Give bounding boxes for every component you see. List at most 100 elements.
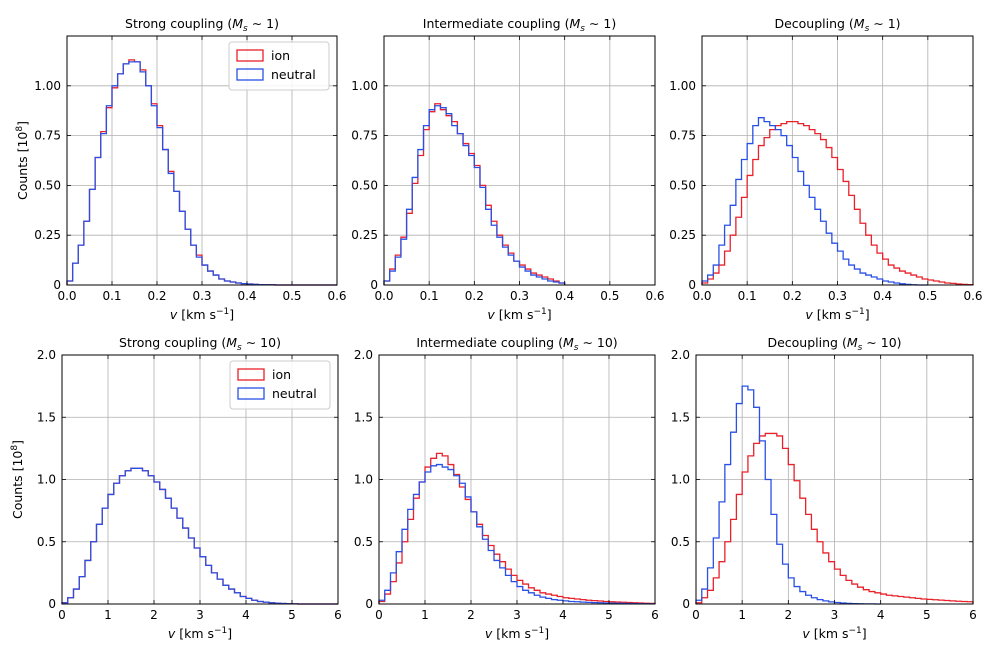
x-tick-label: 4 (559, 608, 567, 622)
y-tick-label: 1.5 (37, 410, 56, 424)
x-tick-label: 0.6 (327, 289, 346, 303)
panel-6: 0 1 2 3 4 5 6 0 0.5 1.0 1.5 2.0 Decoupling (Ms ∼ 10)… (671, 335, 977, 641)
x-tick-label: 1 (738, 608, 746, 622)
y-tick-label: 0.5 (354, 535, 373, 549)
y-tick-label: 0 (53, 278, 61, 292)
legend-box (229, 360, 331, 410)
x-tick-label: 0.0 (692, 289, 711, 303)
y-tick-label: 0.50 (669, 178, 696, 192)
y-tick-label: 2.0 (354, 348, 373, 362)
x-tick-label: 0.2 (147, 289, 166, 303)
x-tick-label: 2 (467, 608, 475, 622)
x-tick-label: 0.5 (600, 289, 619, 303)
legend-swatch-ion (236, 49, 264, 62)
histogram-neutral (383, 105, 566, 285)
x-tick-label: 0.0 (57, 289, 76, 303)
histogram-ion (695, 432, 974, 604)
y-tick-label: 0 (365, 597, 373, 611)
x-tick-label: 0 (375, 608, 383, 622)
histogram-ion (701, 121, 974, 286)
x-tick-label: 6 (969, 608, 977, 622)
x-axis-label: v [km s−1] (805, 307, 869, 322)
x-tick-label: 0.6 (963, 289, 982, 303)
x-tick-label: 6 (651, 608, 659, 622)
x-tick-label: 0.3 (192, 289, 211, 303)
x-tick-label: 0.5 (918, 289, 937, 303)
x-tick-label: 0.2 (783, 289, 802, 303)
panel-5: 0 1 2 3 4 5 6 0 0.5 1.0 1.5 2.0 Intermediate couplin… (354, 335, 659, 641)
histogram-neutral (61, 467, 338, 605)
x-tick-label: 0.0 (374, 289, 393, 303)
y-tick-label: 0 (370, 278, 378, 292)
y-tick-label: 1.00 (351, 79, 378, 93)
x-tick-label: 3 (831, 608, 839, 622)
histogram-neutral (701, 117, 928, 286)
y-axis-label: Counts [108] (15, 121, 30, 200)
y-tick-label: 0.25 (351, 228, 378, 242)
y-tick-label: 0 (688, 278, 696, 292)
panel-4: 0 1 2 3 4 5 6 0 0.5 1.0 1.5 2.0 Strong coupling (Ms … (10, 335, 342, 641)
x-tick-label: 0.5 (282, 289, 301, 303)
legend-swatch-neutral (237, 387, 265, 400)
panel-title: Intermediate coupling (Ms ∼ 1) (423, 16, 616, 34)
panel-title: Strong coupling (Ms ∼ 1) (125, 16, 279, 34)
y-axis-label: Counts [108] (10, 440, 25, 519)
x-tick-label: 0.2 (465, 289, 484, 303)
legend-swatch-ion (237, 368, 265, 381)
panel-1: 0.0 0.1 0.2 0.3 0.4 0.5 0.6 0 0.25 0.50 0.75 1.00 St… (15, 16, 347, 322)
y-tick-label: 0.75 (669, 129, 696, 143)
x-tick-label: 0.3 (510, 289, 529, 303)
legend: ion neutral (229, 360, 331, 410)
y-tick-label: 1.00 (34, 79, 61, 93)
x-tick-label: 3 (513, 608, 521, 622)
y-tick-label: 0 (48, 597, 56, 611)
y-tick-label: 0.25 (34, 228, 61, 242)
y-tick-label: 0.75 (351, 129, 378, 143)
panel-title: Decoupling (Ms ∼ 1) (774, 16, 900, 34)
y-tick-label: 1.0 (354, 473, 373, 487)
y-tick-label: 0.5 (37, 535, 56, 549)
panel-title: Intermediate coupling (Ms ∼ 10) (416, 335, 617, 353)
x-tick-label: 2 (150, 608, 158, 622)
panel-3: 0.0 0.1 0.2 0.3 0.4 0.5 0.6 0 0.25 0.50 0.75 1.00 De… (669, 16, 982, 322)
y-tick-label: 0.25 (669, 228, 696, 242)
legend-label-neutral: neutral (272, 386, 317, 401)
x-tick-label: 0.4 (555, 289, 574, 303)
x-tick-label: 0.3 (828, 289, 847, 303)
y-tick-label: 0.50 (351, 178, 378, 192)
y-tick-label: 1.0 (671, 473, 690, 487)
x-tick-label: 0.6 (645, 289, 664, 303)
x-tick-label: 0.4 (237, 289, 256, 303)
x-tick-label: 5 (923, 608, 931, 622)
x-axis-label: v [km s−1] (485, 626, 549, 641)
y-tick-label: 2.0 (37, 348, 56, 362)
x-tick-label: 4 (242, 608, 250, 622)
x-tick-label: 0.1 (738, 289, 757, 303)
y-tick-label: 0.5 (671, 535, 690, 549)
panel-title: Decoupling (Ms ∼ 10) (767, 335, 901, 353)
y-tick-label: 1.00 (669, 79, 696, 93)
legend-label-ion: ion (272, 367, 291, 382)
x-tick-label: 5 (288, 608, 296, 622)
panel-title: Strong coupling (Ms ∼ 10) (119, 335, 281, 353)
y-tick-label: 1.0 (37, 473, 56, 487)
legend-label-neutral: neutral (271, 67, 316, 82)
y-tick-label: 2.0 (671, 348, 690, 362)
x-tick-label: 2 (785, 608, 793, 622)
y-tick-label: 1.5 (354, 410, 373, 424)
x-tick-label: 0.4 (873, 289, 892, 303)
x-tick-label: 5 (605, 608, 613, 622)
legend: ion neutral (228, 41, 330, 91)
y-tick-label: 0.50 (34, 178, 61, 192)
legend-label-ion: ion (271, 48, 290, 63)
x-tick-label: 0.1 (102, 289, 121, 303)
x-tick-label: 0 (58, 608, 66, 622)
x-axis-label: v [km s−1] (487, 307, 551, 322)
y-tick-label: 0 (682, 597, 690, 611)
x-tick-label: 4 (877, 608, 885, 622)
panel-2: 0.0 0.1 0.2 0.3 0.4 0.5 0.6 0 0.25 0.50 0.75 1.00 In… (351, 16, 664, 322)
legend-swatch-neutral (236, 68, 264, 81)
legend-box (228, 41, 330, 91)
x-tick-label: 1 (421, 608, 429, 622)
